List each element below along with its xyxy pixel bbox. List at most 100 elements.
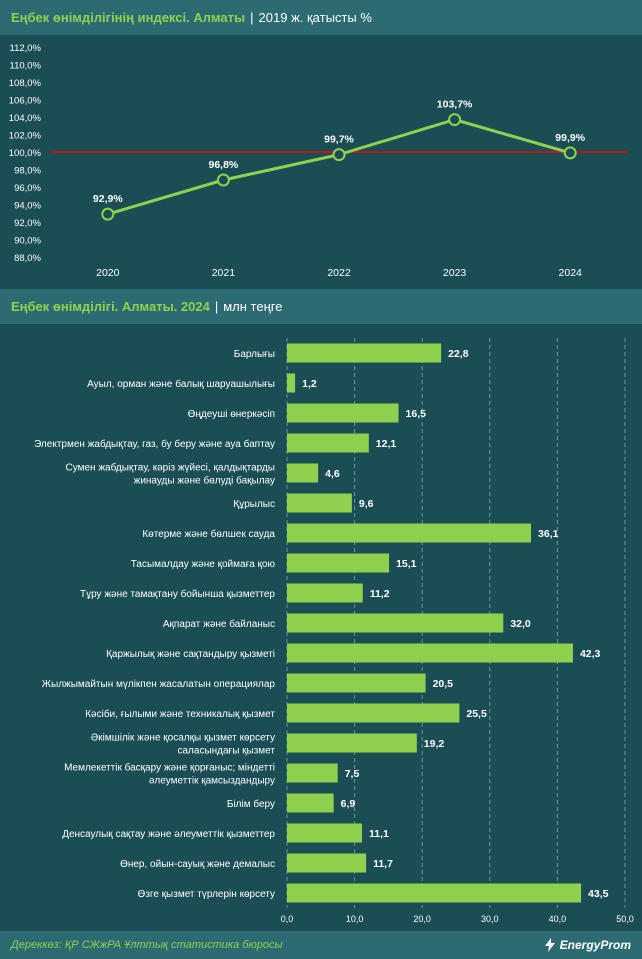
header-separator: |	[250, 10, 254, 25]
bar-chart-subtitle: млн теңге	[223, 299, 283, 314]
data-label: 103,7%	[437, 99, 473, 111]
y-tick-label: 88,0%	[14, 253, 41, 264]
data-point	[216, 173, 230, 187]
bar-value-label: 9,6	[359, 498, 374, 510]
x-tick-label: 2023	[443, 267, 467, 279]
line-chart-header: Еңбек өнімділігінің индексі. Алматы | 20…	[0, 0, 642, 35]
category-label: Өңдеуші өнеркәсіп	[188, 409, 275, 420]
category-label: Электрмен жабдықтау, газ, бу беру және а…	[34, 438, 275, 450]
category-label: Жылжымайтын мүлікпен жасалатын операциял…	[42, 679, 276, 690]
bar	[287, 403, 399, 423]
category-label: Білім беру	[227, 798, 275, 810]
bar-value-label: 11,7	[373, 858, 393, 870]
bar	[287, 703, 460, 723]
bar	[287, 643, 573, 663]
bar	[287, 883, 582, 903]
bar	[287, 493, 352, 513]
bar-value-label: 12,1	[376, 438, 397, 450]
bar-value-label: 6,9	[341, 798, 356, 810]
bar	[287, 583, 363, 603]
category-label: Барлығы	[234, 349, 275, 360]
bar	[287, 613, 504, 633]
bar	[287, 373, 296, 393]
y-tick-label: 94,0%	[14, 201, 41, 212]
bar-value-label: 20,5	[433, 678, 454, 690]
data-point	[101, 207, 115, 221]
data-point	[563, 146, 577, 160]
category-label: саласындағы қызмет	[177, 746, 275, 757]
bar	[287, 733, 417, 753]
y-tick-label: 108,0%	[9, 78, 42, 89]
bar-chart-title: Еңбек өнімділігі. Алматы. 2024	[11, 299, 210, 314]
bar	[287, 763, 338, 783]
bar-chart: 0,0 10,0 20,0 30,0 40,0 50,0 22,8 Барлығы 1,2 Ауы…	[34, 338, 634, 924]
bar-value-label: 36,1	[538, 528, 559, 540]
header-separator: |	[214, 299, 219, 314]
bar	[287, 463, 319, 483]
x-tick-label: 20,0	[413, 914, 431, 924]
bar-chart-header: Еңбек өнімділігі. Алматы. 2024 | млн тең…	[0, 289, 642, 324]
source-note: Дереккөз: ҚР СЖжРА Ұлттық статистика бюр…	[11, 939, 283, 951]
category-label: Сумен жабдықтау, кәріз жүйесі, қалдықтар…	[66, 462, 276, 474]
y-tick-label: 100,0%	[9, 148, 42, 159]
data-point	[448, 113, 462, 127]
data-label: 96,8%	[209, 159, 239, 171]
bar	[287, 433, 369, 453]
data-label: 99,9%	[555, 132, 585, 144]
bar-value-label: 15,1	[396, 558, 417, 570]
x-tick-label: 2021	[212, 267, 236, 279]
bar-value-label: 19,2	[424, 738, 445, 750]
y-tick-label: 102,0%	[9, 131, 42, 142]
bar-value-label: 16,5	[406, 408, 427, 420]
x-tick-label: 10,0	[346, 914, 364, 924]
category-label: әлеуметтік қамсыздандыру	[149, 776, 275, 787]
y-tick-label: 98,0%	[14, 166, 41, 177]
bar-value-label: 11,1	[369, 828, 389, 840]
category-label: Әкімшілік және қосалқы қызмет көрсету	[91, 733, 275, 744]
x-tick-label: 2020	[96, 267, 120, 279]
lightning-icon	[544, 938, 555, 952]
category-label: Кәсіби, ғылыми және техникалық қызмет	[85, 708, 275, 720]
category-label: Құрылыс	[233, 499, 275, 510]
y-tick-label: 92,0%	[14, 218, 41, 229]
category-label: Көтерме және бөлшек сауда	[142, 528, 275, 540]
category-label: Ақпарат және байланыс	[163, 618, 275, 630]
category-label: Денсаулық сақтау және әлеуметтік қызметт…	[62, 829, 275, 840]
x-tick-label: 2024	[559, 267, 583, 279]
x-tick-label: 2022	[327, 267, 351, 279]
category-label: Тасымалдау және қоймаға қою	[131, 559, 276, 570]
y-tick-label: 106,0%	[9, 96, 42, 107]
bar-value-label: 42,3	[580, 648, 601, 660]
bar	[287, 793, 334, 813]
bar	[287, 343, 442, 363]
bar-value-label: 43,5	[588, 888, 609, 900]
bar-value-label: 25,5	[466, 708, 487, 720]
bar	[287, 853, 367, 873]
bar-value-label: 7,5	[345, 768, 360, 780]
category-label: Мемлекеттік басқару және қорғаныс; мінде…	[64, 762, 275, 774]
bar	[287, 553, 390, 573]
data-label: 99,7%	[324, 134, 354, 146]
y-tick-label: 112,0%	[9, 43, 41, 54]
category-label: Қаржылық және сақтандыру қызметі	[106, 649, 275, 660]
line-chart-title: Еңбек өнімділігінің индексі. Алматы	[11, 10, 246, 25]
data-point	[332, 148, 346, 162]
bar	[287, 523, 532, 543]
x-tick-label: 30,0	[481, 914, 499, 924]
line-chart: 88,0% 90,0% 92,0% 94,0% 96,0% 98,0% 100,0% 102,…	[9, 43, 628, 279]
bar-value-label: 4,6	[325, 468, 340, 480]
bar	[287, 823, 363, 843]
category-label: жинауды және бөлуді бақылау	[134, 475, 275, 487]
y-tick-label: 110,0%	[9, 61, 41, 72]
bar	[287, 673, 426, 693]
y-tick-label: 104,0%	[9, 113, 42, 124]
y-tick-label: 90,0%	[14, 236, 41, 247]
logo-text: EnergyProm	[559, 938, 631, 952]
category-label: Өзге қызмет түрлерін көрсету	[138, 889, 275, 900]
bar-value-label: 32,0	[510, 618, 531, 630]
y-tick-label: 96,0%	[14, 183, 41, 194]
bar-value-label: 22,8	[448, 348, 469, 360]
category-label: Өнер, ойын-сауық және демалыс	[120, 859, 275, 870]
category-label: Ауыл, орман және балық шаруашылығы	[87, 378, 275, 390]
footer: Дереккөз: ҚР СЖжРА Ұлттық статистика бюр…	[0, 931, 642, 959]
